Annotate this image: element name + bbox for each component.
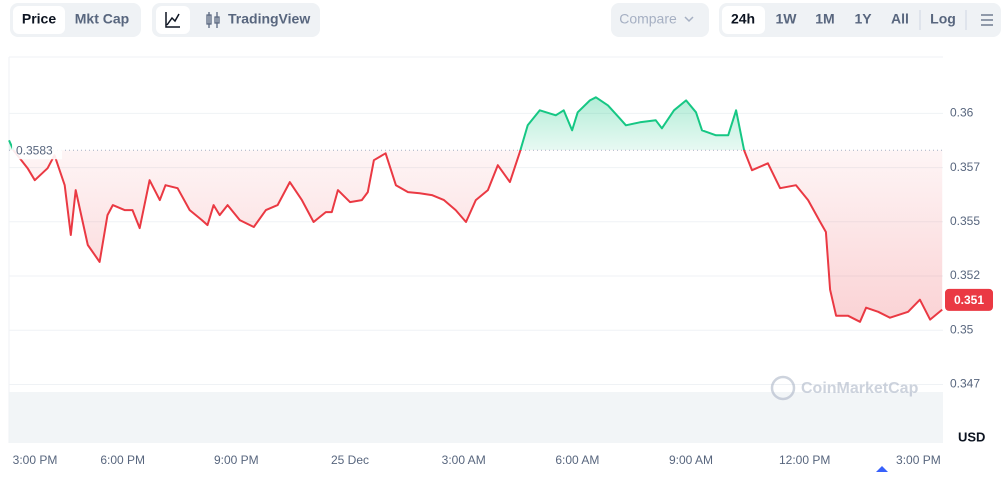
range-button[interactable]: 1M <box>815 11 834 27</box>
view-button[interactable]: Mkt Cap <box>75 11 129 27</box>
unit-label: USD <box>958 429 985 444</box>
x-tick-label: 6:00 AM <box>555 453 599 467</box>
log-button[interactable]: Log <box>930 11 956 27</box>
candle-icon <box>206 12 220 28</box>
price-tag-label: 0.351 <box>954 293 984 307</box>
x-tick-label: 6:00 PM <box>100 453 145 467</box>
view-button[interactable]: Price <box>22 11 56 27</box>
compare-button[interactable] <box>611 3 709 37</box>
tool-button[interactable]: TradingView <box>228 11 310 27</box>
range-button[interactable]: 1Y <box>854 11 872 27</box>
y-tick-label: 0.347 <box>950 377 980 391</box>
x-tick-label: 3:00 AM <box>442 453 486 467</box>
compare-label: Compare <box>619 11 677 27</box>
baseline-label: 0.3583 <box>16 143 53 157</box>
active-view[interactable] <box>13 6 65 34</box>
x-tick-label: 9:00 PM <box>214 453 259 467</box>
x-tick-label: 3:00 PM <box>896 453 941 467</box>
volume-band <box>9 392 943 443</box>
watermark-text: CoinMarketCap <box>801 380 919 397</box>
line-icon <box>165 12 180 28</box>
range-group <box>719 3 1001 37</box>
chevron <box>684 16 694 23</box>
range-button[interactable]: 24h <box>731 11 755 27</box>
x-tick-label: 3:00 PM <box>13 453 58 467</box>
tool-group <box>152 3 320 37</box>
active-range[interactable] <box>722 6 765 34</box>
marker <box>876 466 888 472</box>
y-tick-label: 0.35 <box>950 322 974 336</box>
watermark: CoinMarketCap <box>770 375 919 401</box>
x-tick-label: 9:00 AM <box>669 453 713 467</box>
range-button[interactable]: All <box>891 11 909 27</box>
x-tick-label: 25 Dec <box>331 453 369 467</box>
y-tick-label: 0.352 <box>950 268 980 282</box>
price-line <box>8 96 943 323</box>
price-tag <box>945 288 993 311</box>
baseline-label-bg <box>12 141 62 160</box>
area-fill <box>9 97 943 322</box>
x-tick-label: 12:00 PM <box>779 453 830 467</box>
settings-icon[interactable] <box>981 14 993 26</box>
y-tick-label: 0.36 <box>950 106 974 120</box>
range-button[interactable]: 1W <box>776 11 798 27</box>
y-tick-label: 0.355 <box>950 214 980 228</box>
y-tick-label: 0.357 <box>950 160 980 174</box>
